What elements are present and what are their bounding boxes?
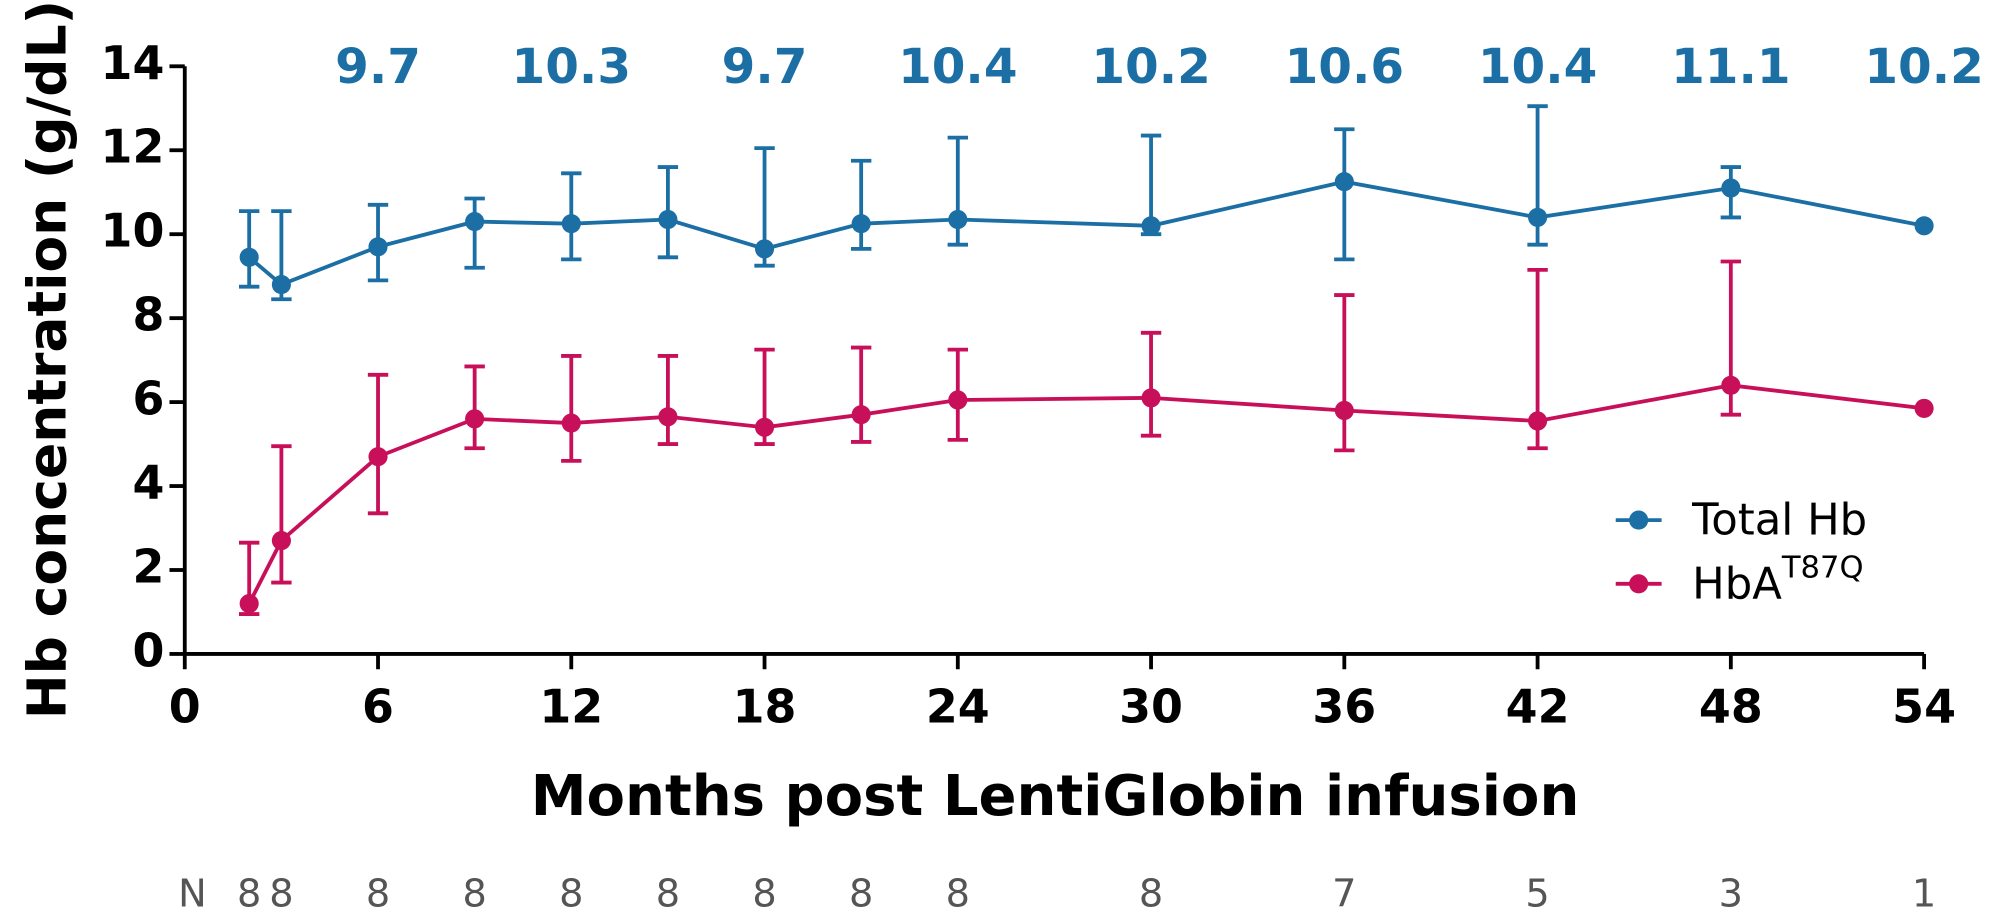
- point: [561, 413, 581, 433]
- n-count: 7: [1332, 873, 1356, 914]
- n-count: 8: [237, 873, 261, 914]
- y-axis-label: Hb concentration (g/dL): [16, 0, 79, 719]
- point: [1914, 398, 1934, 418]
- y-tick-label: 8: [132, 288, 164, 342]
- n-count: 8: [849, 873, 873, 914]
- annotation: 11.1: [1671, 39, 1790, 95]
- point: [239, 247, 259, 267]
- point: [1141, 216, 1161, 236]
- point: [1334, 172, 1354, 192]
- point: [1721, 178, 1741, 198]
- y-tick-label: 4: [132, 456, 164, 510]
- point: [368, 447, 388, 467]
- point: [851, 214, 871, 234]
- point: [239, 594, 259, 614]
- n-count: 5: [1525, 873, 1549, 914]
- annotation: 10.2: [1091, 39, 1210, 95]
- point: [1528, 411, 1548, 431]
- annotation: 9.7: [722, 39, 808, 95]
- n-count: 8: [559, 873, 583, 914]
- x-tick-label: 24: [926, 680, 990, 734]
- point: [1528, 207, 1548, 227]
- y-tick-label: 2: [132, 539, 164, 593]
- n-count: 1: [1912, 873, 1936, 914]
- n-count: 8: [752, 873, 776, 914]
- series-line: [247, 383, 1925, 605]
- n-label: N: [178, 873, 207, 914]
- point: [658, 407, 678, 427]
- x-tick-label: 48: [1699, 680, 1763, 734]
- legend-name: Total Hb: [1691, 495, 1867, 545]
- n-count: 8: [656, 873, 680, 914]
- y-tick-label: 6: [132, 372, 164, 426]
- n-count: 8: [269, 873, 293, 914]
- y-tick-label: 14: [101, 36, 165, 90]
- point: [658, 209, 678, 230]
- x-tick-label: 42: [1506, 680, 1570, 734]
- x-tick-label: 0: [169, 680, 201, 734]
- x-tick-label: 12: [539, 680, 603, 734]
- x-tick-label: 30: [1119, 680, 1183, 734]
- legend-marker: [1629, 574, 1649, 594]
- annotation: 9.7: [335, 39, 421, 95]
- y-tick-label: 12: [101, 120, 165, 174]
- x-tick-label: 18: [733, 680, 797, 734]
- annotation: 10.4: [1478, 39, 1597, 95]
- point: [754, 417, 775, 437]
- n-count: 8: [462, 873, 486, 914]
- annotation: 10.4: [898, 39, 1017, 95]
- point: [271, 275, 291, 295]
- n-count: 8: [366, 873, 390, 914]
- legend-label: Total Hb: [1691, 495, 1867, 545]
- legend-superscript: T87Q: [1781, 550, 1864, 585]
- x-tick-label: 54: [1892, 680, 1956, 734]
- series-line: [247, 179, 1925, 287]
- point: [1914, 216, 1934, 236]
- x-tick-label: 36: [1312, 680, 1376, 734]
- n-count: 8: [1139, 873, 1163, 914]
- point: [368, 237, 388, 257]
- annotation: 10.6: [1285, 39, 1404, 95]
- point: [465, 212, 485, 232]
- point: [754, 239, 775, 259]
- x-axis-label: Months post LentiGlobin infusion: [531, 764, 1580, 829]
- point: [1141, 388, 1161, 408]
- annotation: 10.3: [512, 39, 631, 95]
- point: [851, 405, 871, 425]
- y-tick-label: 0: [132, 623, 164, 677]
- n-count: 3: [1719, 873, 1743, 914]
- legend-marker: [1629, 510, 1649, 530]
- point: [465, 409, 485, 429]
- point: [948, 209, 968, 230]
- point: [271, 531, 291, 551]
- annotation: 10.2: [1864, 39, 1983, 95]
- x-tick-label: 6: [362, 680, 394, 734]
- point: [561, 214, 581, 234]
- n-count: 8: [946, 873, 970, 914]
- point: [948, 390, 968, 410]
- legend-label: HbAT87Q: [1692, 550, 1863, 609]
- point: [1334, 400, 1354, 421]
- y-tick-label: 10: [101, 204, 165, 258]
- point: [1721, 375, 1741, 395]
- legend-name: HbA: [1692, 559, 1782, 609]
